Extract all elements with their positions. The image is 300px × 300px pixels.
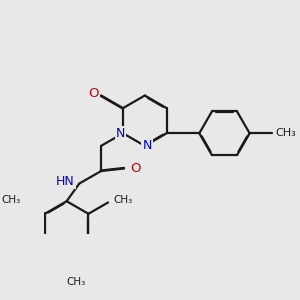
Text: CH₃: CH₃ [113,195,132,205]
Text: HN: HN [56,175,75,188]
Text: CH₃: CH₃ [67,277,86,287]
Text: O: O [130,162,140,175]
Text: CH₃: CH₃ [276,128,296,138]
Text: N: N [116,127,125,140]
Text: N: N [142,140,152,152]
Text: O: O [88,86,99,100]
Text: CH₃: CH₃ [1,195,20,205]
